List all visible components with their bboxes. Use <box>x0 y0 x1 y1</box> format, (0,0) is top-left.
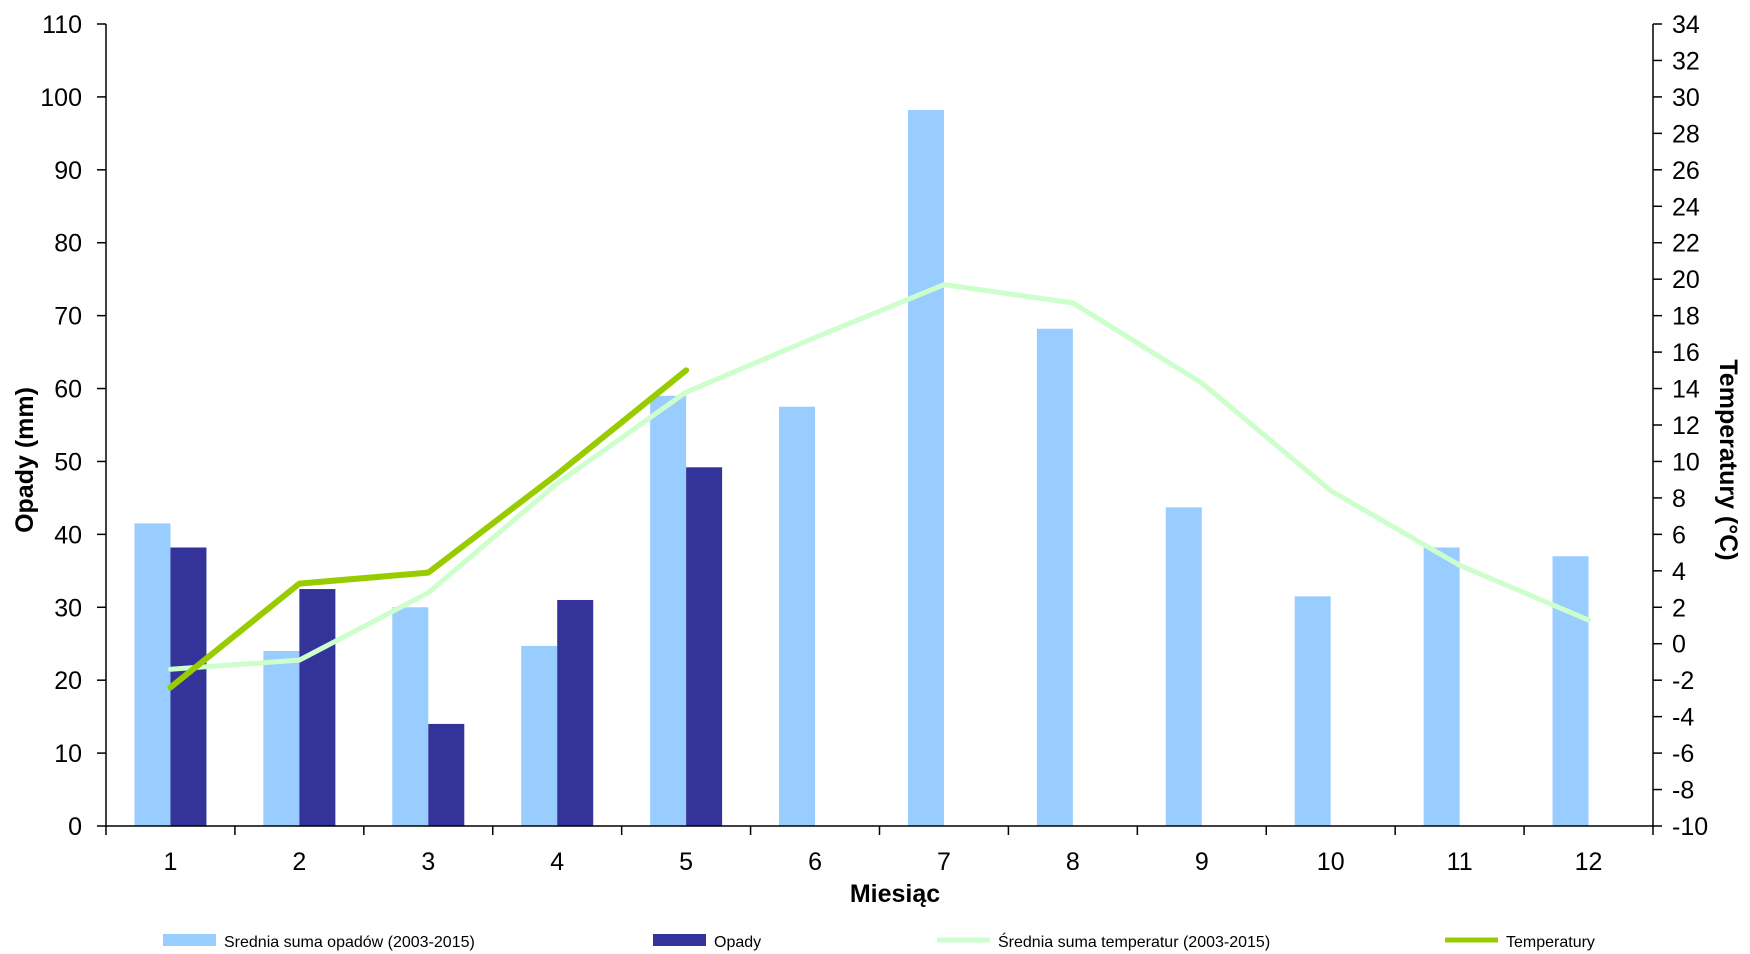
bar-precip-2 <box>299 589 336 826</box>
bar-avg-precip-10 <box>1294 596 1331 826</box>
x-tick-label: 7 <box>937 848 951 876</box>
right-y-tick-label: 20 <box>1672 266 1700 294</box>
x-tick-label: 1 <box>164 848 178 876</box>
left-y-tick-label: 30 <box>54 594 82 622</box>
right-y-tick-label: 32 <box>1672 47 1700 75</box>
bar-avg-precip-11 <box>1423 547 1460 826</box>
left-y-tick-label: 110 <box>42 11 82 39</box>
legend-label-precip: Opady <box>714 934 761 951</box>
left-y-tick-label: 90 <box>54 157 82 185</box>
x-tick-label: 12 <box>1575 848 1603 876</box>
right-y-tick-label: -10 <box>1672 813 1708 841</box>
x-tick-label: 2 <box>292 848 306 876</box>
x-tick-label: 8 <box>1066 848 1080 876</box>
legend-swatch-avg-precip <box>163 934 216 946</box>
x-tick-label: 11 <box>1447 848 1473 876</box>
legend-label-temp: Temperatury <box>1506 934 1595 951</box>
right-y-tick-label: 16 <box>1672 339 1700 367</box>
right-y-tick-label: 28 <box>1672 120 1700 148</box>
right-y-tick-label: 0 <box>1672 631 1686 659</box>
x-tick-label: 6 <box>808 848 822 876</box>
right-y-tick-label: -8 <box>1672 777 1694 805</box>
left-y-axis-title: Opady (mm) <box>11 387 39 533</box>
left-y-tick-label: 100 <box>40 84 82 112</box>
right-y-tick-label: 6 <box>1672 521 1686 549</box>
axes-layer <box>105 24 1654 827</box>
right-y-tick-label: 10 <box>1672 448 1700 476</box>
bar-avg-precip-7 <box>907 110 944 827</box>
right-y-tick-label: 24 <box>1672 193 1700 221</box>
x-tick-label: 4 <box>550 848 564 876</box>
bar-precip-3 <box>428 723 465 826</box>
left-y-tick-label: 20 <box>54 667 82 695</box>
x-tick-label: 3 <box>421 848 435 876</box>
left-y-tick-label: 80 <box>54 230 82 258</box>
x-tick-label: 5 <box>679 848 693 876</box>
line-avg-temperature <box>167 282 1592 672</box>
left-y-tick-label: 40 <box>54 521 82 549</box>
x-tick-label: 10 <box>1317 848 1345 876</box>
right-y-tick-label: 12 <box>1672 412 1700 440</box>
bar-avg-precip-8 <box>1036 328 1073 826</box>
lines-layer <box>167 282 1592 691</box>
bar-avg-precip-2 <box>263 651 300 826</box>
right-y-tick-label: -6 <box>1672 740 1694 768</box>
left-y-tick-label: 60 <box>54 376 82 404</box>
left-y-tick-label: 10 <box>54 740 82 768</box>
right-y-tick-label: -4 <box>1672 704 1694 732</box>
bar-precip-5 <box>686 467 723 826</box>
right-y-tick-label: 2 <box>1672 594 1686 622</box>
right-y-tick-label: 34 <box>1672 11 1700 39</box>
legend: Srednia suma opadów (2003-2015) Opady Śr… <box>163 932 1595 951</box>
left-y-tick-label: 50 <box>54 448 82 476</box>
bar-avg-precip-5 <box>650 395 687 826</box>
bar-avg-precip-6 <box>779 406 816 826</box>
right-y-tick-label: 22 <box>1672 230 1700 258</box>
right-y-tick-label: 30 <box>1672 84 1700 112</box>
legend-swatch-precip <box>653 934 706 946</box>
bar-avg-precip-4 <box>521 645 558 826</box>
x-axis-title: Miesiąc <box>850 880 940 908</box>
right-y-tick-label: 14 <box>1672 376 1700 404</box>
bar-avg-precip-9 <box>1165 507 1202 826</box>
right-y-tick-label: 4 <box>1672 558 1686 586</box>
right-y-tick-label: 18 <box>1672 303 1700 331</box>
right-y-tick-label: 8 <box>1672 485 1686 513</box>
bar-precip-1 <box>170 547 207 826</box>
bar-avg-precip-3 <box>392 607 429 826</box>
line-temperature <box>167 367 690 691</box>
right-y-tick-label: 26 <box>1672 157 1700 185</box>
bars-layer <box>134 110 1589 827</box>
left-y-tick-label: 0 <box>68 813 82 841</box>
legend-label-avg-precip: Srednia suma opadów (2003-2015) <box>224 934 475 951</box>
x-tick-label: 9 <box>1195 848 1209 876</box>
right-y-axis-title: Temperatury (°C) <box>1714 359 1742 560</box>
bar-precip-4 <box>557 599 594 826</box>
right-y-tick-label: -2 <box>1672 667 1694 695</box>
bar-avg-precip-1 <box>134 523 171 826</box>
legend-label-avg-temp: Średnia suma temperatur (2003-2015) <box>998 932 1270 951</box>
left-y-tick-label: 70 <box>54 303 82 331</box>
bar-avg-precip-12 <box>1552 556 1589 826</box>
ticks-layer: 0102030405060708090100110-10-8-6-4-20246… <box>40 11 1708 876</box>
